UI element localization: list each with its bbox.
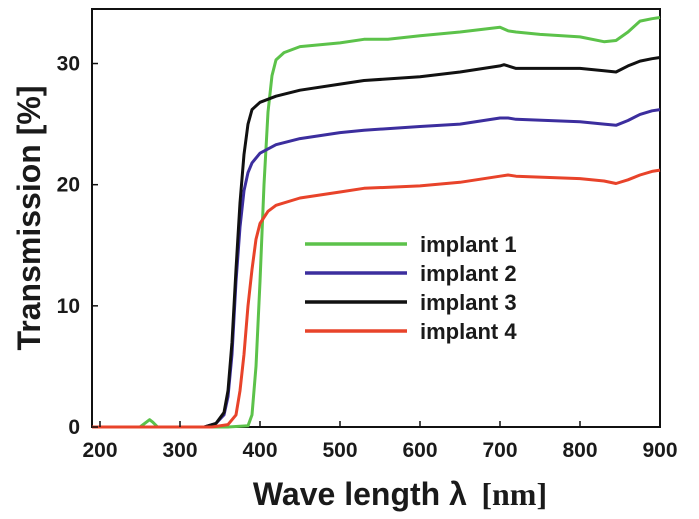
plot-area [91, 8, 661, 428]
x-axis-label-main: Wave length λ [253, 476, 467, 512]
y-tick-label: 0 [68, 416, 80, 439]
x-tick-label: 200 [82, 439, 117, 462]
y-tick-label: 10 [57, 295, 80, 318]
y-tick-label: 30 [57, 53, 80, 76]
tick-layer: 200 300 400 500 600 700 800 900 0 10 20 30 [57, 53, 678, 462]
legend-label-2: implant 2 [420, 261, 517, 286]
legend: implant 1 implant 2 implant 3 implant 4 [305, 232, 517, 344]
x-tick-label: 300 [162, 439, 197, 462]
x-tick-label: 500 [322, 439, 357, 462]
x-tick-label: 600 [402, 439, 437, 462]
legend-label-1: implant 1 [420, 232, 517, 257]
legend-label-4: implant 4 [420, 319, 517, 344]
x-axis-label: Wave length λ [nm] [253, 476, 547, 512]
series-layer [92, 16, 661, 429]
legend-label-3: implant 3 [420, 290, 517, 315]
series-line-3 [92, 56, 661, 429]
series-line-4 [92, 168, 661, 429]
x-tick-label: 700 [482, 439, 517, 462]
x-tick-label: 800 [562, 439, 597, 462]
x-axis-label-unit: [nm] [481, 476, 547, 512]
x-tick-label: 400 [242, 439, 277, 462]
y-axis-label: Transmission [%] [11, 86, 47, 351]
y-tick-label: 20 [57, 174, 80, 197]
x-tick-label: 900 [642, 439, 677, 462]
